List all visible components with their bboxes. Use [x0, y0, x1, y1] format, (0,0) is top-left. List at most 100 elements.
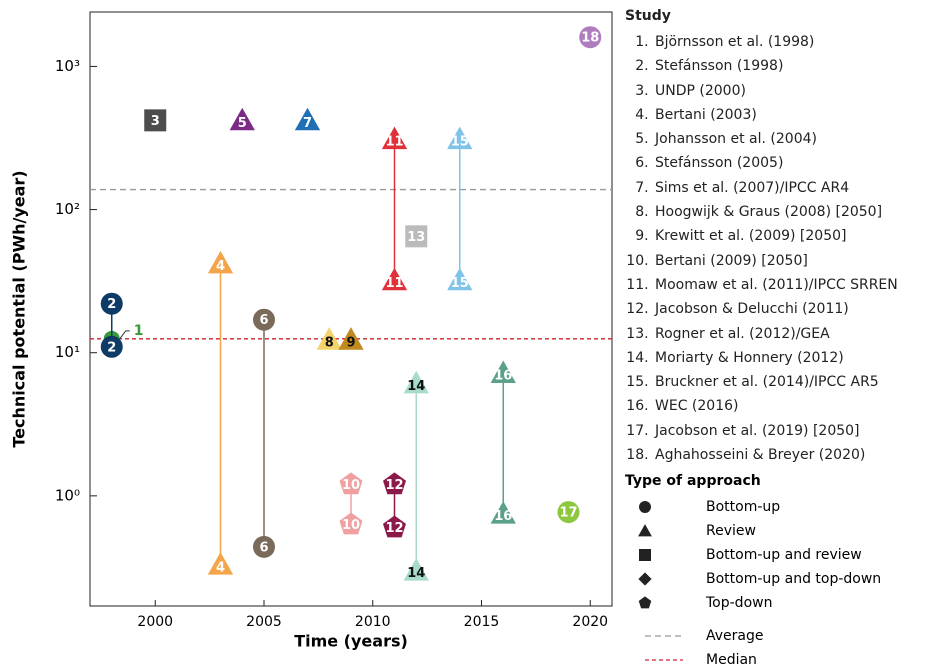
data-point — [382, 515, 407, 538]
data-point — [253, 535, 275, 558]
point-label: 1 — [134, 323, 144, 339]
legend-marker — [638, 524, 652, 537]
point-label: 2 — [107, 297, 116, 312]
x-tick-label: 2010 — [355, 614, 391, 630]
data-point — [557, 501, 580, 524]
point-label: 18 — [581, 31, 599, 46]
point-label: 8 — [325, 335, 334, 350]
y-axis-title: Technical potential (PWh/year) — [10, 170, 29, 447]
data-point — [447, 126, 473, 150]
x-tick-label: 2015 — [464, 614, 500, 630]
data-point — [253, 308, 275, 331]
legend-marker — [638, 572, 652, 586]
legend-entry: WEC (2016) — [653, 394, 930, 418]
legend-title: Study — [625, 8, 671, 24]
x-tick-label: 2000 — [137, 614, 173, 630]
legend-label: Bottom-up and top-down — [706, 571, 881, 587]
point-label: 6 — [259, 540, 268, 555]
point-label: 2 — [107, 340, 116, 355]
point-label: 5 — [238, 116, 247, 131]
point-label: 10 — [342, 518, 360, 533]
data-point — [144, 109, 167, 132]
legend-entry: Bruckner et al. (2014)/IPCC AR5 — [653, 370, 930, 394]
study-legend: Study Björnsson et al. (1998)Stefánsson … — [625, 6, 930, 467]
data-point — [229, 107, 255, 131]
leader-line — [119, 330, 130, 340]
point-label: 6 — [259, 313, 268, 328]
data-point — [339, 512, 363, 535]
x-tick-label: 2020 — [572, 614, 608, 630]
point-label: 4 — [216, 560, 225, 575]
legend-label: Bottom-up and review — [706, 547, 862, 563]
legend-marker — [638, 596, 652, 609]
point-label: 9 — [346, 335, 355, 350]
data-point — [579, 26, 602, 49]
y-tick-label: 10⁰ — [55, 486, 80, 504]
point-label: 16 — [494, 509, 512, 524]
legend-entry: Johansson et al. (2004) — [653, 127, 930, 151]
legend-label: Review — [706, 523, 756, 539]
data-point — [338, 327, 364, 350]
legend-label: Top-down — [705, 595, 772, 611]
data-point — [403, 370, 429, 394]
legend-entry: Bertani (2003) — [653, 103, 930, 127]
legend-entry: Moriarty & Honnery (2012) — [653, 346, 930, 370]
legend-entry: Stefánsson (1998) — [653, 54, 930, 78]
point-label: 12 — [385, 521, 403, 536]
point-label: 17 — [559, 506, 577, 521]
data-point — [100, 335, 123, 358]
point-label: 12 — [385, 478, 403, 493]
data-point — [207, 250, 234, 274]
legend-entry: Jacobson et al. (2019) [2050] — [653, 419, 930, 443]
y-tick-label: 10² — [55, 200, 80, 218]
legend-label: Average — [706, 628, 764, 644]
data-point — [382, 472, 407, 495]
data-point — [405, 225, 428, 248]
legend-marker — [639, 549, 651, 561]
point-label: 3 — [151, 114, 160, 129]
y-tick-label: 10¹ — [55, 343, 80, 361]
x-axis-title: Time (years) — [294, 632, 408, 651]
data-point — [100, 292, 123, 315]
data-point — [403, 558, 429, 581]
legend-entry: Hoogwijk & Graus (2008) [2050] — [653, 200, 930, 224]
data-point — [381, 126, 408, 150]
data-point — [339, 472, 363, 495]
data-point — [490, 501, 516, 524]
legend-title: Type of approach — [625, 473, 761, 489]
point-label: 4 — [216, 259, 225, 274]
point-label: 16 — [494, 369, 512, 384]
legend-entry: Stefánsson (2005) — [653, 151, 930, 175]
data-point — [381, 267, 408, 291]
point-label: 15 — [451, 276, 469, 291]
legend-entry: Aghahosseini & Breyer (2020) — [653, 443, 930, 467]
legend-entry: Krewitt et al. (2009) [2050] — [653, 224, 930, 248]
legend-label: Median — [706, 652, 757, 668]
data-point — [490, 360, 516, 384]
legend-label: Bottom-up — [706, 499, 780, 515]
legend-marker — [639, 501, 651, 513]
data-point — [294, 107, 321, 131]
point-label: 11 — [385, 135, 403, 150]
point-label: 14 — [407, 566, 425, 581]
data-point — [447, 267, 473, 291]
study-list: Björnsson et al. (1998)Stefánsson (1998)… — [625, 30, 930, 467]
point-label: 11 — [385, 276, 403, 291]
legend-entry: Jacobson & Delucchi (2011) — [653, 297, 930, 321]
point-label: 15 — [451, 135, 469, 150]
point-label: 10 — [342, 478, 360, 493]
y-tick-label: 10³ — [55, 57, 80, 75]
legend-entry: Rogner et al. (2012)/GEA — [653, 322, 930, 346]
data-point — [316, 327, 342, 350]
point-label: 13 — [407, 230, 425, 245]
x-tick-label: 2005 — [246, 614, 282, 630]
legend-entry: UNDP (2000) — [653, 79, 930, 103]
data-point — [207, 552, 234, 575]
point-label: 7 — [303, 116, 312, 131]
legend-entry: Moomaw et al. (2011)/IPCC SRREN — [653, 273, 930, 297]
plot-frame — [89, 11, 613, 607]
legend-entry: Sims et al. (2007)/IPCC AR4 — [653, 176, 930, 200]
point-label: 14 — [407, 379, 425, 394]
